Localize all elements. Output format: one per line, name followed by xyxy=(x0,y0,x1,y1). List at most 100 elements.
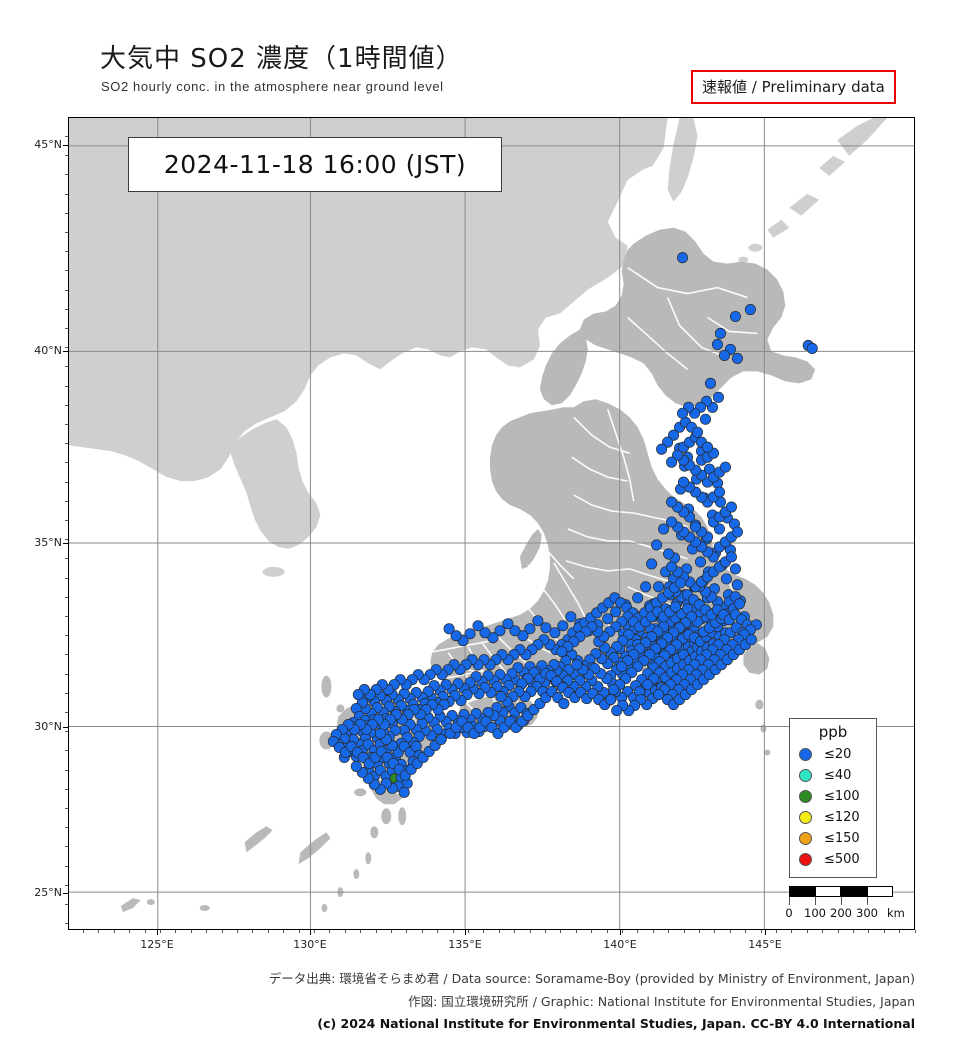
station-point[interactable] xyxy=(540,622,552,634)
legend-item-label: ≤40 xyxy=(824,768,852,783)
station-point[interactable] xyxy=(677,252,689,264)
station-point[interactable] xyxy=(699,413,712,425)
timestamp-box: 2024-11-18 16:00 (JST) xyxy=(128,137,502,192)
station-point[interactable] xyxy=(668,429,680,441)
x-axis-minor-tick xyxy=(376,930,377,933)
station-point[interactable] xyxy=(711,338,724,350)
station-point[interactable] xyxy=(733,598,745,610)
station-point[interactable] xyxy=(670,601,682,613)
station-point[interactable] xyxy=(487,632,499,644)
station-point[interactable] xyxy=(731,352,743,364)
station-point[interactable] xyxy=(651,539,663,551)
station-point[interactable] xyxy=(350,760,362,772)
station-point[interactable] xyxy=(610,606,622,618)
station-point[interactable] xyxy=(656,443,668,455)
station-point[interactable] xyxy=(725,501,737,513)
legend-item[interactable]: ≤120 xyxy=(790,807,876,828)
station-point[interactable] xyxy=(494,625,506,637)
station-point[interactable] xyxy=(611,705,623,717)
station-point[interactable] xyxy=(713,523,725,535)
station-point[interactable] xyxy=(666,456,678,468)
station-point[interactable] xyxy=(565,611,577,623)
station-point[interactable] xyxy=(640,581,652,593)
station-point[interactable] xyxy=(642,679,654,691)
station-point[interactable] xyxy=(666,516,678,528)
station-point[interactable] xyxy=(602,613,614,625)
station-point[interactable] xyxy=(509,625,521,637)
scale-bar-label: 200 xyxy=(830,906,852,920)
station-point[interactable] xyxy=(502,618,514,630)
station-point[interactable] xyxy=(672,449,684,461)
station-point[interactable] xyxy=(352,689,364,701)
station-point[interactable] xyxy=(571,659,583,671)
station-point[interactable] xyxy=(464,628,476,640)
legend-item[interactable]: ≤100 xyxy=(790,786,876,807)
legend-item[interactable]: ≤40 xyxy=(790,765,876,786)
legend-item[interactable]: ≤20 xyxy=(790,744,876,765)
y-axis-minor-tick xyxy=(65,827,68,828)
station-point[interactable] xyxy=(472,620,484,632)
station-point[interactable] xyxy=(532,615,544,627)
station-point[interactable] xyxy=(556,646,568,658)
station-point[interactable] xyxy=(479,627,491,639)
station-point[interactable] xyxy=(616,661,628,673)
station-point[interactable] xyxy=(694,556,707,568)
station-point[interactable] xyxy=(658,523,670,535)
station-point[interactable] xyxy=(806,342,818,354)
station-point[interactable] xyxy=(632,592,644,604)
station-point[interactable] xyxy=(558,698,570,710)
station-point[interactable] xyxy=(398,786,410,798)
station-point[interactable] xyxy=(653,581,665,593)
station-point[interactable] xyxy=(666,496,678,508)
station-point[interactable] xyxy=(675,577,687,589)
station-point[interactable] xyxy=(666,561,678,573)
station-points-layer[interactable] xyxy=(195,252,818,929)
station-point[interactable] xyxy=(662,436,674,448)
station-point[interactable] xyxy=(719,461,731,473)
station-point[interactable] xyxy=(450,630,462,642)
station-point[interactable] xyxy=(435,733,447,746)
legend-item[interactable]: ≤150 xyxy=(790,828,876,849)
station-point[interactable] xyxy=(720,573,732,585)
x-axis-minor-tick xyxy=(345,930,346,933)
station-point[interactable] xyxy=(704,377,717,389)
station-point[interactable] xyxy=(744,303,756,316)
legend-item[interactable]: ≤500 xyxy=(790,849,876,870)
station-point[interactable] xyxy=(517,630,529,642)
station-point[interactable] xyxy=(608,684,620,696)
station-point[interactable] xyxy=(745,634,757,646)
page-title: 大気中 SO2 濃度（1時間値） xyxy=(100,44,463,74)
station-point[interactable] xyxy=(712,391,724,403)
station-point[interactable] xyxy=(701,441,714,453)
station-point[interactable] xyxy=(524,623,536,635)
x-axis-minor-tick xyxy=(499,930,500,933)
station-point[interactable] xyxy=(557,620,569,632)
y-axis-minor-tick xyxy=(65,251,68,252)
station-point[interactable] xyxy=(713,486,725,498)
station-point[interactable] xyxy=(731,526,743,538)
station-point[interactable] xyxy=(443,623,455,635)
station-point[interactable] xyxy=(495,691,507,703)
station-point[interactable] xyxy=(691,426,704,438)
station-point[interactable] xyxy=(731,579,743,591)
station-point[interactable] xyxy=(718,349,730,361)
station-point[interactable] xyxy=(605,694,617,706)
x-axis-minor-tick xyxy=(437,930,438,933)
legend-title: ppb xyxy=(818,723,848,741)
station-point[interactable] xyxy=(725,551,737,563)
station-point[interactable] xyxy=(677,407,689,419)
station-point[interactable] xyxy=(549,627,561,639)
station-point[interactable] xyxy=(653,689,665,701)
station-point[interactable] xyxy=(689,521,702,533)
legend-panel[interactable]: ppb ≤20 ≤40 ≤100 ≤120 ≤150 ≤500 xyxy=(789,718,877,878)
station-point[interactable] xyxy=(729,310,741,323)
legend-item-label: ≤120 xyxy=(824,810,860,825)
map-plot-area[interactable] xyxy=(68,117,915,930)
station-point[interactable] xyxy=(714,327,726,340)
station-point[interactable] xyxy=(646,558,658,570)
station-point[interactable] xyxy=(678,476,690,488)
y-axis-tick-mark xyxy=(63,351,68,352)
station-point[interactable] xyxy=(663,548,675,560)
y-axis-tick-label: 40°N xyxy=(34,344,62,357)
station-point[interactable] xyxy=(729,563,741,575)
